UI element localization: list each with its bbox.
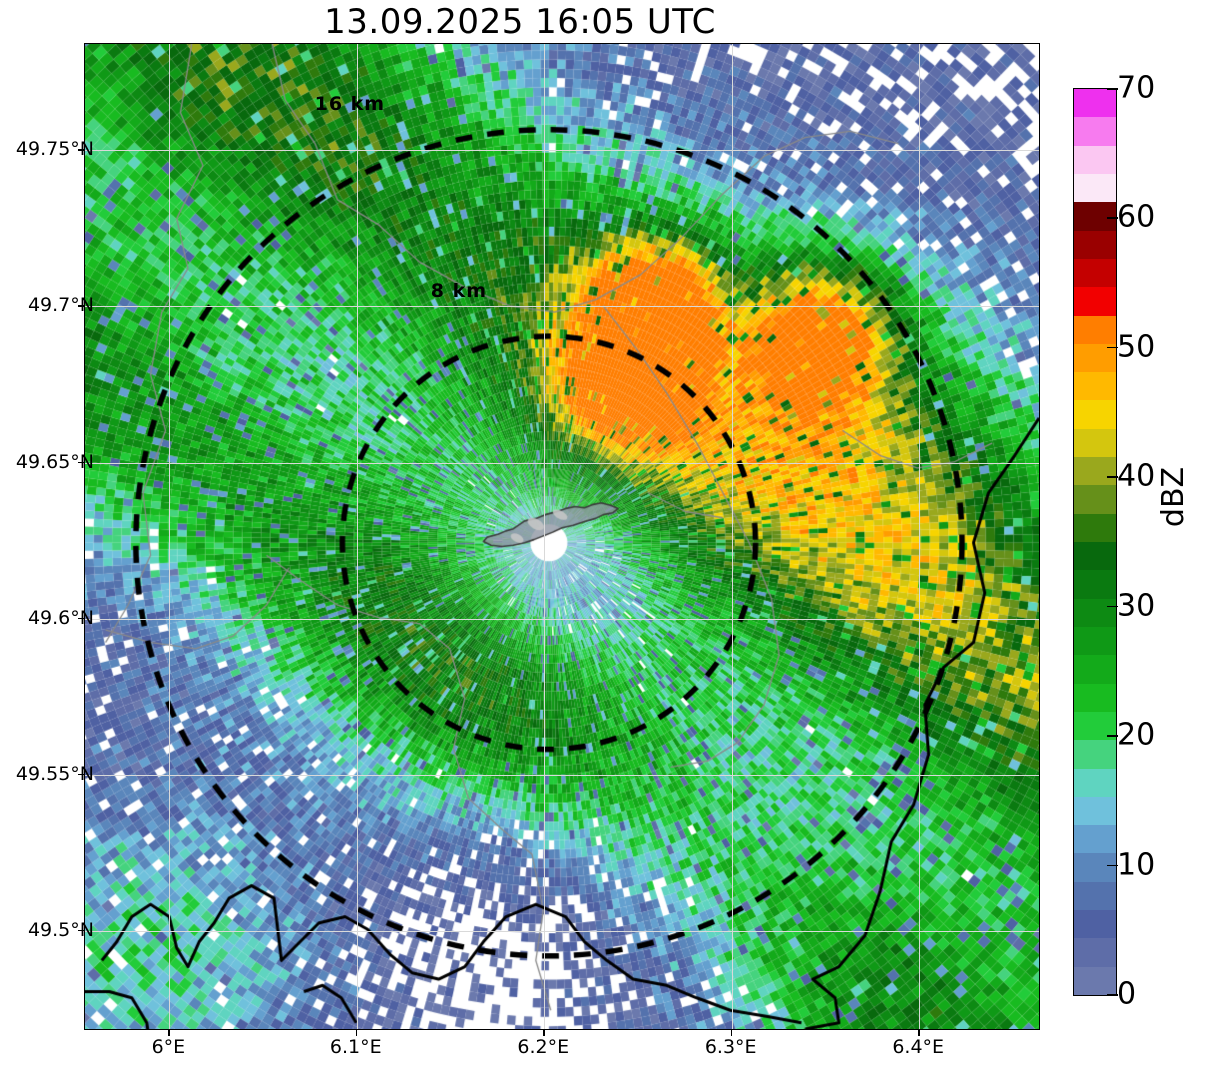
colorbar-tick-mark	[1107, 476, 1118, 478]
colorbar-segment	[1074, 400, 1116, 429]
colorbar-segment	[1074, 315, 1116, 344]
colorbar-segment	[1074, 513, 1116, 542]
gridline-horizontal	[85, 774, 1039, 776]
y-axis-tick-label: 49.5°N	[27, 919, 94, 942]
range-ring-label: 16 km	[314, 93, 386, 115]
gridline-vertical	[919, 44, 921, 1029]
colorbar-segment	[1074, 796, 1116, 826]
colorbar-segment	[1074, 570, 1116, 599]
page-title: 13.09.2025 16:05 UTC	[324, 2, 716, 42]
colorbar-tick-mark	[1107, 735, 1118, 737]
colorbar-segment	[1074, 966, 1116, 995]
x-axis-tick-label: 6.1°E	[329, 1036, 382, 1058]
radar-reflectivity-canvas	[85, 44, 1039, 1029]
colorbar-tick-label: 30	[1117, 588, 1156, 624]
colorbar-segment	[1074, 542, 1116, 571]
y-axis-tick-mark	[78, 930, 84, 932]
colorbar-tick-mark	[1107, 994, 1118, 996]
colorbar-segment	[1074, 117, 1116, 146]
gridline-vertical	[731, 44, 733, 1029]
colorbar-tick-label: 20	[1117, 717, 1156, 753]
colorbar-segment	[1074, 202, 1116, 231]
colorbar-segment	[1074, 740, 1116, 769]
colorbar-segment	[1074, 655, 1116, 684]
colorbar-tick-label: 0	[1117, 976, 1137, 1012]
colorbar-segment	[1074, 343, 1116, 373]
gridline-horizontal	[85, 150, 1039, 152]
colorbar-segment	[1074, 428, 1116, 458]
y-axis-tick-label: 49.55°N	[15, 762, 94, 785]
gridline-horizontal	[85, 618, 1039, 620]
colorbar-tick-mark	[1107, 864, 1118, 867]
colorbar-axis-label: dBZ	[1156, 466, 1191, 528]
gridline-horizontal	[85, 306, 1039, 308]
colorbar-segment	[1074, 173, 1116, 203]
gridline-vertical	[169, 44, 171, 1029]
colorbar-segment	[1074, 258, 1116, 288]
x-axis-tick-mark	[918, 1030, 920, 1036]
colorbar-segment	[1074, 485, 1116, 514]
x-axis-tick-mark	[355, 1030, 358, 1036]
colorbar-segment	[1074, 881, 1116, 911]
colorbar-segment	[1074, 372, 1116, 401]
range-ring-label: 8 km	[430, 280, 488, 303]
colorbar-segment	[1074, 683, 1116, 712]
colorbar-segment	[1074, 938, 1116, 967]
colorbar-segment	[1074, 89, 1116, 118]
colorbar-segment	[1074, 825, 1116, 854]
x-axis-tick-label: 6.2°E	[517, 1036, 570, 1058]
x-axis-tick-mark	[543, 1030, 545, 1036]
colorbar-tick-mark	[1107, 217, 1118, 219]
colorbar-tick-label: 50	[1117, 329, 1156, 365]
radar-map-plot	[84, 43, 1040, 1030]
gridline-vertical	[544, 44, 546, 1029]
y-axis-tick-label: 49.7°N	[27, 294, 94, 317]
y-axis-tick-label: 49.65°N	[15, 450, 94, 473]
colorbar-tick-label: 10	[1117, 847, 1156, 883]
colorbar-segment	[1074, 910, 1116, 939]
colorbar-segment	[1074, 457, 1116, 486]
colorbar-segment	[1074, 853, 1116, 882]
colorbar-tick-label: 40	[1117, 458, 1156, 494]
colorbar-tick-mark	[1107, 346, 1118, 349]
y-axis-tick-mark	[78, 149, 84, 151]
x-axis-tick-mark	[168, 1030, 170, 1036]
x-axis-tick-label: 6°E	[151, 1036, 186, 1058]
x-axis-tick-label: 6.3°E	[704, 1036, 757, 1058]
y-axis-tick-mark	[78, 617, 84, 620]
gridline-horizontal	[85, 462, 1039, 464]
gridline-vertical	[356, 44, 358, 1029]
colorbar-tick-mark	[1107, 88, 1118, 90]
gridline-horizontal	[85, 931, 1039, 933]
colorbar-tick-mark	[1107, 605, 1118, 608]
y-axis-tick-mark	[78, 305, 84, 307]
colorbar-segment	[1074, 768, 1116, 797]
x-axis-tick-mark	[730, 1030, 733, 1036]
colorbar-segment	[1074, 145, 1116, 174]
colorbar-segment	[1074, 626, 1116, 656]
y-axis-tick-mark	[78, 461, 84, 463]
colorbar-segment	[1074, 230, 1116, 259]
colorbar-tick-label: 70	[1117, 70, 1156, 106]
colorbar-segment	[1074, 287, 1116, 316]
colorbar-tick-label: 60	[1117, 199, 1156, 235]
x-axis-tick-label: 6.4°E	[892, 1036, 945, 1058]
y-axis-tick-label: 49.6°N	[27, 606, 94, 629]
y-axis-tick-mark	[78, 773, 84, 776]
colorbar	[1073, 88, 1117, 996]
colorbar-segment	[1074, 598, 1116, 627]
y-axis-tick-label: 49.75°N	[15, 138, 94, 161]
